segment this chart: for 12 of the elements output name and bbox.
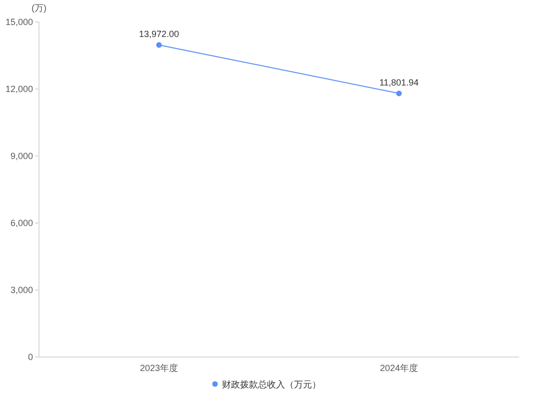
x-tick-label: 2024年度 bbox=[380, 363, 418, 373]
y-tick-label: 9,000 bbox=[10, 151, 33, 161]
data-label: 11,801.94 bbox=[379, 77, 419, 88]
y-tick-label: 15,000 bbox=[5, 17, 33, 27]
y-tick-label: 6,000 bbox=[10, 218, 33, 228]
y-title: (万) bbox=[32, 3, 46, 13]
data-label: 13,972.00 bbox=[138, 28, 180, 39]
y-tick-label: 3,000 bbox=[10, 285, 33, 295]
legend: 财政拨款总收入（万元） bbox=[212, 380, 321, 390]
x-tick-label: 2023年度 bbox=[140, 363, 178, 373]
y-tick-label: 0 bbox=[28, 352, 33, 362]
y-tick-label: 12,000 bbox=[5, 84, 33, 94]
